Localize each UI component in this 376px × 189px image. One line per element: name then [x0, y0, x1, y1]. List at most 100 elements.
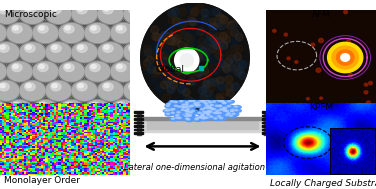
Circle shape [202, 85, 209, 93]
Circle shape [201, 101, 204, 102]
Circle shape [72, 4, 97, 23]
Circle shape [200, 113, 208, 117]
Bar [262, 129, 271, 130]
Circle shape [77, 83, 87, 91]
Circle shape [201, 9, 209, 17]
Circle shape [174, 53, 182, 60]
Circle shape [168, 77, 176, 84]
Circle shape [205, 98, 208, 100]
Circle shape [170, 108, 179, 111]
Circle shape [186, 42, 194, 50]
Circle shape [184, 118, 193, 121]
Circle shape [168, 62, 176, 70]
Circle shape [206, 106, 215, 109]
Circle shape [209, 104, 217, 107]
Circle shape [213, 41, 220, 49]
Circle shape [238, 72, 246, 79]
Circle shape [84, 99, 111, 121]
Circle shape [206, 32, 214, 40]
Circle shape [210, 63, 218, 71]
Circle shape [13, 64, 18, 69]
Circle shape [207, 107, 210, 108]
Circle shape [45, 80, 72, 101]
Circle shape [154, 34, 162, 41]
Circle shape [320, 97, 323, 99]
Circle shape [0, 80, 20, 101]
Circle shape [236, 66, 244, 74]
Circle shape [165, 46, 173, 53]
Circle shape [185, 113, 188, 114]
Circle shape [191, 110, 194, 112]
Circle shape [210, 18, 217, 26]
Circle shape [212, 8, 220, 16]
Circle shape [177, 117, 185, 120]
Circle shape [194, 103, 197, 104]
Circle shape [217, 105, 225, 108]
Circle shape [5, 22, 35, 45]
Circle shape [199, 87, 206, 94]
Circle shape [182, 88, 190, 96]
Circle shape [165, 113, 173, 116]
Circle shape [83, 98, 112, 122]
Circle shape [220, 118, 223, 119]
Circle shape [221, 102, 230, 105]
Circle shape [197, 105, 200, 106]
Circle shape [201, 96, 209, 100]
Circle shape [72, 81, 97, 100]
Circle shape [209, 45, 217, 53]
Circle shape [160, 41, 168, 49]
Bar [134, 111, 143, 113]
Circle shape [176, 115, 179, 116]
Circle shape [167, 84, 174, 92]
Circle shape [184, 33, 192, 41]
Circle shape [111, 101, 136, 119]
Circle shape [176, 111, 183, 115]
Circle shape [180, 54, 193, 67]
Circle shape [170, 109, 173, 110]
Circle shape [117, 64, 122, 69]
Circle shape [173, 101, 181, 104]
Circle shape [206, 110, 214, 113]
Circle shape [191, 76, 198, 84]
Circle shape [201, 38, 209, 45]
Circle shape [186, 114, 194, 118]
Circle shape [226, 22, 234, 29]
Circle shape [197, 116, 201, 118]
Circle shape [130, 7, 135, 11]
Circle shape [78, 7, 83, 11]
Circle shape [204, 38, 212, 46]
Circle shape [208, 107, 216, 110]
Circle shape [214, 112, 223, 115]
Circle shape [232, 113, 235, 114]
Circle shape [25, 44, 35, 52]
Circle shape [218, 105, 221, 106]
Circle shape [203, 117, 206, 118]
Circle shape [205, 105, 209, 106]
Circle shape [121, 79, 152, 102]
Circle shape [188, 115, 191, 116]
Circle shape [170, 81, 177, 89]
Circle shape [168, 10, 176, 17]
Circle shape [177, 73, 185, 80]
Circle shape [169, 101, 177, 104]
Bar [264, 112, 268, 135]
Circle shape [220, 16, 228, 23]
Circle shape [230, 113, 239, 116]
Circle shape [98, 4, 123, 23]
Circle shape [207, 101, 215, 105]
Circle shape [70, 79, 99, 102]
Circle shape [218, 43, 226, 51]
Circle shape [91, 26, 96, 30]
Circle shape [165, 35, 173, 43]
Circle shape [212, 112, 220, 115]
Circle shape [162, 57, 169, 65]
Circle shape [85, 24, 110, 43]
Circle shape [206, 107, 214, 110]
Circle shape [234, 53, 241, 61]
Circle shape [191, 7, 199, 14]
Circle shape [192, 100, 195, 101]
Circle shape [12, 102, 22, 110]
Circle shape [160, 73, 168, 81]
Circle shape [205, 90, 213, 97]
Circle shape [7, 62, 32, 81]
